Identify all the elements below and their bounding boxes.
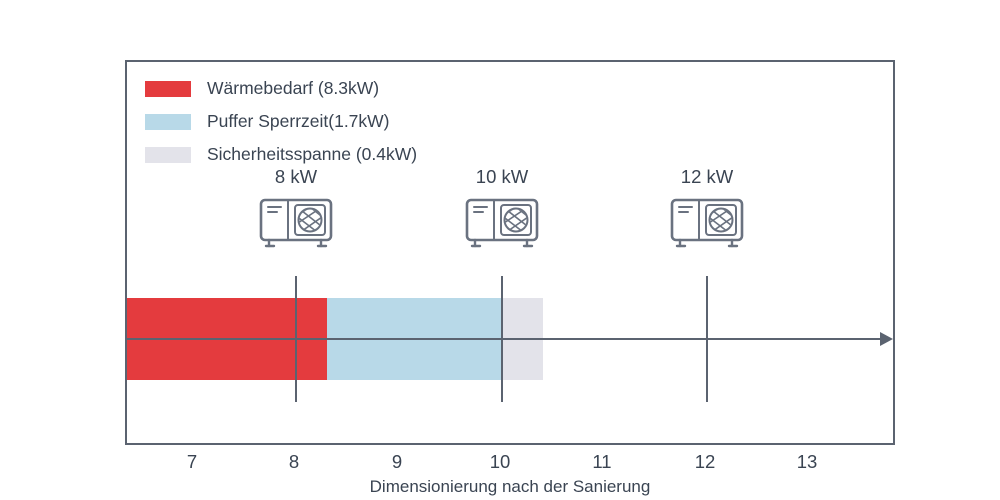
marker-label: 10 kW: [475, 166, 529, 187]
legend-label: Wärmebedarf (8.3kW): [207, 78, 380, 98]
marker-10kw: 10 kW: [463, 166, 541, 251]
plot-area: Wärmebedarf (8.3kW) Puffer Sperrzeit(1.7…: [125, 60, 895, 445]
legend-label: Puffer Sperrzeit(1.7kW): [207, 111, 390, 131]
x-tick-label: 10: [489, 451, 511, 472]
x-tick-label: 11: [592, 451, 612, 472]
x-axis-label: Dimensionierung nach der Sanierung: [369, 477, 651, 496]
marker-label: 8 kW: [274, 166, 318, 187]
legend-item-waermebedarf: Wärmebedarf (8.3kW): [145, 72, 417, 105]
x-axis-arrow-head: [880, 332, 893, 346]
legend-item-sicherheitsspanne: Sicherheitsspanne (0.4kW): [145, 138, 417, 171]
marker-12kw: 12 kW: [668, 166, 746, 251]
legend-item-puffer-sperrzeit: Puffer Sperrzeit(1.7kW): [145, 105, 417, 138]
x-tick-label: 13: [796, 451, 818, 472]
x-tick-label: 12: [694, 451, 716, 472]
x-tick-label: 8: [288, 451, 300, 472]
marker-8kw: 8 kW: [257, 166, 335, 251]
x-axis-arrow-line: [127, 338, 883, 340]
x-tick-label: 7: [186, 451, 198, 472]
heat-pump-icon: [668, 193, 746, 251]
legend: Wärmebedarf (8.3kW) Puffer Sperrzeit(1.7…: [145, 72, 417, 171]
legend-swatch-blue: [145, 113, 191, 130]
legend-swatch-red: [145, 80, 191, 97]
heat-pump-icon: [257, 193, 335, 251]
marker-label: 12 kW: [680, 166, 734, 187]
legend-swatch-gray: [145, 146, 191, 163]
legend-label: Sicherheitsspanne (0.4kW): [207, 144, 418, 164]
heat-pump-icon: [463, 193, 541, 251]
x-tick-label: 9: [391, 451, 403, 472]
